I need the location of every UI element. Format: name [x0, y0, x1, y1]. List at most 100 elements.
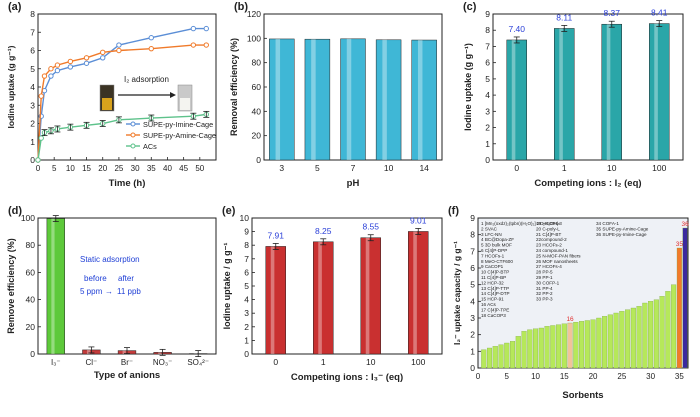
- legend-entry: 2 SVAC: [481, 226, 498, 231]
- x-tick-label: 45: [179, 164, 188, 173]
- panel-label: (c): [463, 1, 477, 13]
- bar: [492, 346, 498, 369]
- bar: [265, 246, 286, 355]
- bar: [665, 291, 671, 369]
- y-tick-label: 3: [470, 313, 475, 323]
- legend-entry: 6 C[4]P-DPP: [481, 248, 507, 253]
- data-point: [83, 60, 90, 66]
- data-label: 7.40: [508, 24, 525, 34]
- y-tick-label: 0: [244, 349, 249, 359]
- data-point: [83, 55, 90, 61]
- x-tick-label: 1: [562, 163, 567, 173]
- data-point: [100, 49, 106, 56]
- y-tick-label: 7: [485, 41, 490, 51]
- legend-entry: 29 PP-1: [536, 275, 553, 280]
- y-tick-label: 0: [30, 349, 35, 359]
- bar: [584, 320, 590, 369]
- legend-entry: 34 COFA-1: [596, 221, 619, 226]
- bar-highlight: [275, 38, 281, 160]
- y-tick-label: 1: [485, 139, 490, 149]
- x-tick-label: 35: [675, 372, 684, 381]
- legend-entry: SUPE-py-Imine-Cage: [143, 120, 213, 129]
- legend-entry: 20 C-poly-L: [536, 226, 560, 231]
- bar: [554, 28, 575, 161]
- data-label: 8.55: [362, 222, 379, 232]
- y-tick-label: 120: [247, 9, 261, 19]
- y-tick-label: 8: [485, 25, 490, 35]
- legend-entry: 35 SUPE-py-Amine-Cage: [596, 226, 649, 231]
- bar-label: 35: [676, 241, 684, 248]
- plot-frame: [492, 13, 684, 161]
- y-tick-label: 4: [244, 295, 249, 305]
- bar: [544, 326, 550, 369]
- bar: [649, 23, 670, 161]
- legend-entry: 18 CaCOP3: [481, 313, 506, 318]
- bar-highlight: [318, 241, 322, 354]
- bar: [486, 347, 493, 369]
- bar-highlight: [511, 39, 516, 161]
- bar-highlight: [606, 24, 611, 160]
- data-point: [48, 73, 54, 79]
- y-tick-label: 100: [247, 33, 261, 43]
- legend-entry: 5 3D bulk MOF: [481, 243, 512, 248]
- y-tick-label: 80: [252, 58, 262, 68]
- y-tick-label: 60: [26, 267, 36, 277]
- legend-entry: 3 LFC-NN: [481, 232, 502, 237]
- x-tick-label: 100: [652, 163, 666, 173]
- panel-label: (a): [8, 1, 22, 13]
- x-tick-label: 20: [98, 164, 107, 173]
- panel-c: (c) 0 1 2 3 4 5 6 7 8 9 Iodine uptake (g g⁻¹) Compet…: [463, 1, 684, 189]
- legend-entry: SUPE-py-Amine-Cage: [143, 131, 216, 140]
- y-tick-label: 2: [244, 322, 249, 332]
- data-point: [35, 157, 41, 163]
- panel-f: (f) 0 1 2 3 4 5 6 7 8 9 I₂⁻ uptake capacity / g g⁻¹…: [448, 205, 689, 401]
- x-tick-label: SO₄²⁻: [187, 358, 209, 367]
- x-tick-label: 20: [589, 372, 598, 381]
- y-tick-label: 6: [30, 46, 35, 56]
- legend-entry: 26 MOF nanosheets: [536, 259, 578, 264]
- bar-highlight: [158, 352, 162, 354]
- y-axis-label: I₂⁻ uptake capacity / g g⁻¹: [452, 241, 462, 345]
- y-tick-label: 2: [470, 330, 475, 340]
- x-tick-label: I₃⁻: [51, 358, 61, 367]
- data-label: 8.25: [315, 226, 332, 236]
- bar: [46, 218, 65, 355]
- y-tick-label: 4: [485, 90, 490, 100]
- legend-entry: 4 BC@Dopa-ZF: [481, 237, 514, 242]
- y-tick-label: 0: [485, 155, 490, 165]
- data-point: [100, 55, 106, 61]
- bar-highlight: [382, 39, 387, 160]
- bar-highlight: [654, 23, 658, 161]
- panel-label: (d): [8, 205, 22, 217]
- bar: [653, 299, 659, 369]
- y-tick-label: 80: [26, 240, 36, 250]
- bar-highlight: [365, 237, 370, 354]
- x-tick-label: 10: [384, 163, 394, 173]
- bar: [304, 38, 331, 161]
- arrow-head: [170, 92, 176, 98]
- legend-entry: 17 C[4]P-TPE: [481, 307, 509, 312]
- annotation-before: before: [84, 274, 107, 283]
- x-tick-label: 30: [646, 372, 655, 381]
- y-tick-label: 8: [470, 230, 475, 240]
- data-point: [54, 67, 61, 74]
- x-tick-label: 5: [505, 372, 510, 381]
- bar: [527, 329, 533, 369]
- x-tick-label: 0: [514, 163, 519, 173]
- bar: [504, 342, 510, 369]
- bar: [613, 312, 619, 369]
- bar: [648, 301, 654, 369]
- y-tick-label: 7: [244, 254, 249, 264]
- bar: [515, 336, 521, 369]
- bar: [533, 328, 539, 369]
- y-tick-label: 7: [470, 246, 475, 256]
- bar: [375, 39, 402, 161]
- legend-entry: 22compound-2: [536, 237, 567, 242]
- annotation-static-adsorption: Static adsorption: [80, 255, 140, 264]
- y-tick-label: 8: [244, 240, 249, 250]
- bar: [269, 38, 295, 161]
- data-label: 7.91: [267, 230, 284, 240]
- bar-highlight: [270, 246, 275, 354]
